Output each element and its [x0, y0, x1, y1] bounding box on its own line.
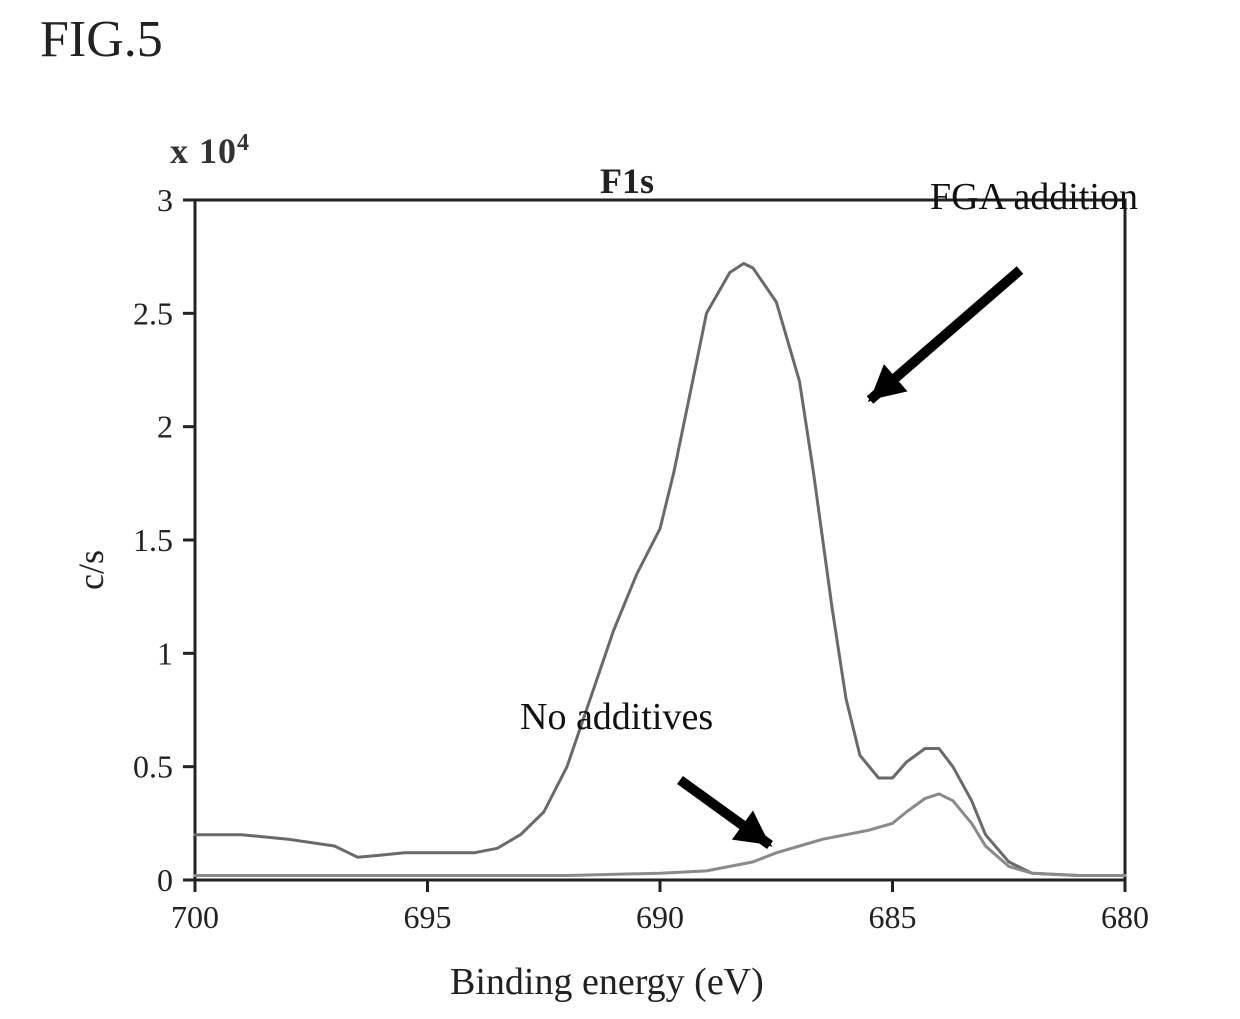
svg-text:1: 1: [157, 635, 173, 671]
annotation-no-additives: No additives: [520, 695, 713, 739]
chart-title: F1s: [600, 160, 654, 202]
svg-text:2: 2: [157, 409, 173, 445]
svg-text:690: 690: [636, 899, 684, 935]
y-axis-label: c/s: [70, 550, 112, 590]
svg-text:1.5: 1.5: [133, 522, 173, 558]
svg-text:2.5: 2.5: [133, 295, 173, 331]
annotation-fga: FGA addition: [930, 175, 1138, 219]
x-axis-label: Binding energy (eV): [450, 960, 764, 1004]
xps-chart: x 104 F1s c/s 700 695 690 685 680 0 0.5 1 1.5 2 2.…: [0, 120, 1240, 1000]
svg-text:685: 685: [869, 899, 917, 935]
svg-text:3: 3: [157, 182, 173, 218]
svg-text:0: 0: [157, 862, 173, 898]
svg-text:0.5: 0.5: [133, 749, 173, 785]
plot-area: 700 695 690 685 680 0 0.5 1 1.5 2 2.5 3: [0, 120, 1240, 1000]
figure-label: FIG.5: [40, 10, 163, 69]
svg-text:700: 700: [171, 899, 219, 935]
exponent-value: 4: [237, 130, 250, 156]
y-exponent: x 104: [170, 130, 250, 172]
svg-text:695: 695: [404, 899, 452, 935]
svg-text:680: 680: [1101, 899, 1149, 935]
exponent-prefix: x 10: [170, 131, 237, 171]
